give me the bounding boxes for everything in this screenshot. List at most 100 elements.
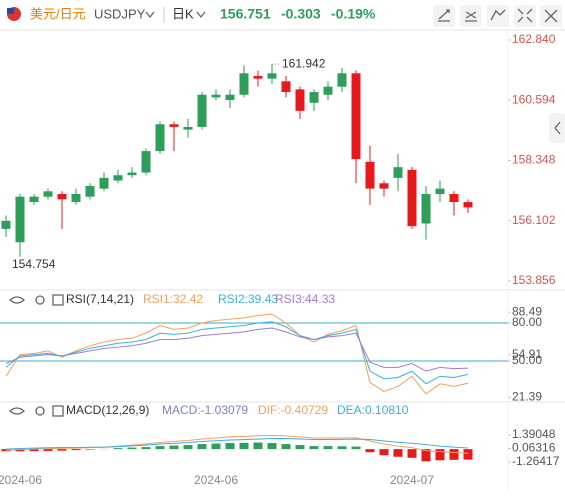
y-tick-label: 50.00 xyxy=(512,353,542,367)
macd-bar xyxy=(352,447,361,450)
macd-bar xyxy=(142,447,151,449)
candle-body xyxy=(16,197,25,243)
symbol[interactable]: USDJPY xyxy=(94,6,146,21)
macd-bar xyxy=(268,443,277,449)
tool-button[interactable] xyxy=(487,5,509,27)
macd-bar xyxy=(338,446,347,449)
candle-body xyxy=(156,124,165,151)
candle-body xyxy=(72,194,81,202)
rsi-title: RSI(7,14,21) xyxy=(66,292,134,306)
macd-bar xyxy=(310,446,319,449)
legend-entry: DEA:0.10810 xyxy=(337,403,409,417)
macd-bar xyxy=(394,449,403,457)
candle-body xyxy=(380,183,389,188)
macd-bar xyxy=(114,448,123,449)
y-tick-label: 162.840 xyxy=(512,32,556,46)
macd-bar xyxy=(170,446,179,450)
macd-bar xyxy=(240,443,249,449)
macd-bar xyxy=(282,444,291,449)
macd-bar xyxy=(464,449,473,459)
macd-bar xyxy=(44,449,53,451)
candle-body xyxy=(58,194,67,199)
y-tick-label: 0.06316 xyxy=(512,441,556,455)
candle-body xyxy=(44,191,53,196)
y-tick-label: 80.00 xyxy=(512,315,542,329)
macd-title: MACD(12,26,9) xyxy=(66,403,149,417)
candle-body xyxy=(254,76,263,79)
candle-body xyxy=(240,73,249,94)
change-pct: -0.19% xyxy=(331,6,376,22)
candle-body xyxy=(268,73,277,78)
macd-bar xyxy=(450,449,459,460)
tool-button[interactable] xyxy=(514,5,536,27)
macd-bar xyxy=(184,445,193,449)
candle-body xyxy=(366,162,375,189)
candle-body xyxy=(30,197,39,202)
high-label: 161.942 xyxy=(282,56,326,70)
macd-bar xyxy=(72,449,81,450)
candle-body xyxy=(226,95,235,100)
candle-body xyxy=(464,202,473,207)
candle-body xyxy=(282,81,291,92)
candle-body xyxy=(450,194,459,202)
candle-body xyxy=(352,73,361,159)
x-tick-label: 2024-06 xyxy=(0,473,42,487)
macd-bar xyxy=(436,449,445,460)
period[interactable]: 日K xyxy=(172,6,194,21)
macd-bar xyxy=(254,443,263,450)
macd-bar xyxy=(324,446,333,449)
tool-button[interactable] xyxy=(460,5,482,27)
candle-body xyxy=(114,175,123,180)
candle-body xyxy=(324,87,333,95)
candle-body xyxy=(296,89,305,110)
change: -0.303 xyxy=(281,6,321,22)
legend-entry: MACD:-1.03079 xyxy=(162,403,248,417)
side-tab[interactable] xyxy=(549,113,565,143)
macd-bar xyxy=(380,449,389,455)
candle-body xyxy=(436,189,445,194)
low-label: 154.754 xyxy=(12,257,56,271)
legend-entry: DIF:-0.40729 xyxy=(258,403,328,417)
toolbar xyxy=(433,5,562,27)
candle-body xyxy=(100,178,109,189)
macd-bar xyxy=(212,444,221,450)
y-tick-label: 158.348 xyxy=(512,153,556,167)
y-tick-label: 160.594 xyxy=(512,92,556,106)
candle-body xyxy=(408,170,417,226)
legend-entry: RSI2:39.43 xyxy=(218,292,278,306)
candle-body xyxy=(212,95,221,98)
x-tick-label: 2024-06 xyxy=(194,473,238,487)
flag xyxy=(7,7,21,21)
y-tick-label: -1.26417 xyxy=(512,454,560,468)
candle-body xyxy=(310,92,319,103)
candle-body xyxy=(198,95,207,127)
x-tick-label: 2024-07 xyxy=(390,473,434,487)
candle-body xyxy=(2,221,11,229)
macd-bar xyxy=(408,449,417,458)
y-tick-label: 156.102 xyxy=(512,213,556,227)
macd-bar xyxy=(156,446,165,449)
legend-entry: RSI1:32.42 xyxy=(143,292,203,306)
candle-body xyxy=(128,173,137,176)
macd-bar xyxy=(296,445,305,449)
pair-name[interactable]: 美元/日元 xyxy=(30,6,86,21)
price: 156.751 xyxy=(220,6,271,22)
y-tick-label: 153.856 xyxy=(512,273,556,287)
y-tick-label: 21.39 xyxy=(512,389,542,403)
y-tick-label: 1.39048 xyxy=(512,427,556,441)
macd-bar xyxy=(226,443,235,449)
legend-entry: RSI3:44.33 xyxy=(275,292,335,306)
tool-button[interactable] xyxy=(433,5,455,27)
candle-body xyxy=(142,151,151,172)
candle-body xyxy=(184,127,193,130)
candle-body xyxy=(338,73,347,86)
macd-bar xyxy=(366,449,375,452)
macd-bar xyxy=(198,444,207,449)
candle-body xyxy=(86,186,95,197)
macd-bar xyxy=(86,449,95,450)
candle-body xyxy=(170,124,179,127)
candle-body xyxy=(394,167,403,178)
